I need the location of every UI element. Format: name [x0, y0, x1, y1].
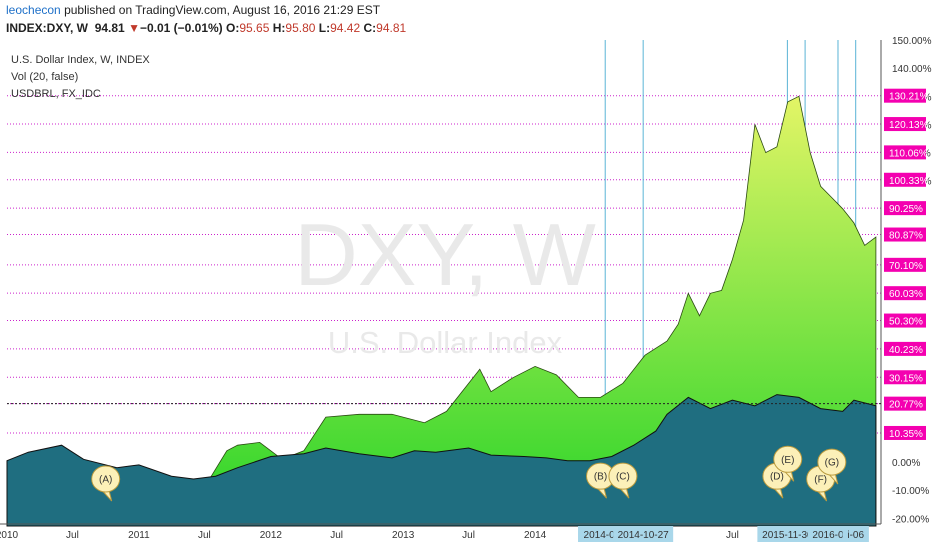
level-label-bg: [884, 313, 926, 328]
time-tick-label: Jul: [726, 530, 739, 541]
symbol-label: INDEX:DXY, W: [6, 21, 89, 35]
date-label: 2016-04-18: [812, 530, 864, 541]
level-label: 80.87%: [889, 231, 923, 242]
price-tick-label: 150.00%: [892, 36, 932, 47]
date-label: 2014-10-27: [618, 530, 670, 541]
author-link[interactable]: leochecon: [6, 3, 61, 17]
time-tick-label: Jul: [462, 530, 475, 541]
callout-label: (A): [99, 474, 112, 485]
price-tick-label: -10.00%: [892, 486, 929, 497]
time-tick-label: 2010: [0, 530, 19, 541]
level-label-bg: [884, 341, 926, 356]
price-axis: 150.00%140.00%130.00%120.00%110.00%100.0…: [7, 36, 932, 525]
level-label: 120.13%: [889, 120, 929, 131]
level-label: 100.33%: [889, 176, 929, 187]
high-value: 95.80: [285, 21, 316, 35]
time-tick-label: 2011: [128, 530, 150, 541]
level-label: 90.25%: [889, 204, 923, 215]
level-label: 40.23%: [889, 345, 923, 356]
ohlc-line: INDEX:DXY, W 94.81 ▼−0.01 (−0.01%) O:95.…: [6, 21, 406, 35]
price-tick-label: 140.00%: [892, 64, 932, 75]
callout-label: (G): [825, 458, 839, 469]
usdbrl-area: [6, 95, 877, 527]
watermark-symbol: DXY, W: [294, 205, 596, 304]
date-label-bg: [613, 526, 674, 542]
watermark-name: U.S. Dollar Index: [328, 325, 563, 360]
publish-line: leochecon published on TradingView.com, …: [6, 3, 380, 17]
open-label: O:: [226, 21, 240, 35]
time-tick-label: 2013: [392, 530, 415, 541]
level-label: 50.30%: [889, 317, 923, 328]
level-label-bg: [884, 425, 926, 440]
callout-bubble: [773, 445, 803, 473]
time-tick-label: Jul: [66, 530, 79, 541]
series-areas: [6, 95, 877, 527]
date-label-bg: [842, 526, 869, 542]
price-change: −0.01 (−0.01%): [139, 21, 223, 35]
time-axis: 2010Jul2011Jul2012Jul2013Jul2014Jul15Jul…: [0, 523, 881, 542]
time-tick-label: 2014: [524, 530, 547, 541]
high-label: H:: [272, 21, 286, 35]
callout-label: (F): [814, 474, 827, 485]
date-label: 2015-11-30: [762, 530, 813, 541]
open-value: 95.65: [239, 21, 270, 35]
level-label: 130.21%: [889, 92, 929, 103]
time-tick-label: 2012: [260, 530, 283, 541]
time-tick-label: Jul: [330, 530, 343, 541]
price-tick-label: -20.00%: [892, 514, 929, 525]
level-label: 110.06%: [889, 148, 928, 159]
callout-label: (C): [616, 472, 630, 483]
close-label: C:: [363, 21, 377, 35]
level-label-bg: [884, 227, 926, 242]
price-axis-bg: [881, 40, 932, 524]
series-legend: U.S. Dollar Index, W, INDEX Vol (20, fal…: [11, 52, 150, 103]
level-label-bg: [884, 257, 926, 272]
callout-label: (E): [781, 455, 794, 466]
level-label-bg: [884, 201, 926, 216]
close-value: 94.81: [376, 21, 407, 35]
level-label: 30.15%: [889, 373, 923, 384]
callouts: (A) (B) (C) (D) (E) (F) (G): [91, 445, 847, 502]
callout-bubble: [608, 462, 638, 490]
chart-header: leochecon published on TradingView.com, …: [0, 0, 932, 38]
level-label: 60.03%: [889, 289, 923, 300]
legend-main-series[interactable]: U.S. Dollar Index, W, INDEX: [11, 54, 150, 66]
date-label: 2014-07-(: [584, 530, 628, 541]
low-value: 94.42: [330, 21, 361, 35]
level-label-bg: [884, 117, 926, 132]
level-label-bg: [884, 172, 926, 187]
level-label-bg: [884, 286, 926, 301]
level-label-bg: [884, 88, 926, 103]
callout-label: (B): [594, 472, 607, 483]
legend-compare-series[interactable]: USDBRL, FX_IDC: [11, 88, 101, 100]
date-label: i-06: [847, 530, 864, 541]
level-label-bg: [884, 396, 926, 411]
low-label: L:: [318, 21, 331, 35]
legend-volume[interactable]: Vol (20, false): [11, 71, 79, 83]
level-label: 70.10%: [889, 261, 923, 272]
level-label: 10.35%: [889, 429, 923, 440]
down-arrow-icon: ▼: [128, 21, 140, 35]
level-label-bg: [884, 370, 926, 385]
date-label-bg: [757, 526, 818, 542]
callout-bubble: [91, 465, 121, 493]
callout-label: (D): [770, 472, 784, 483]
price-tick-label: 0.00%: [892, 458, 920, 469]
dxy-area: [6, 394, 877, 527]
publish-info: published on TradingView.com, August 16,…: [64, 3, 381, 17]
level-label-bg: [884, 145, 926, 160]
time-tick-label: Jul: [198, 530, 211, 541]
level-label: 20.77%: [889, 400, 923, 411]
last-price: 94.81: [94, 21, 125, 35]
callout-bubble: [817, 448, 847, 476]
